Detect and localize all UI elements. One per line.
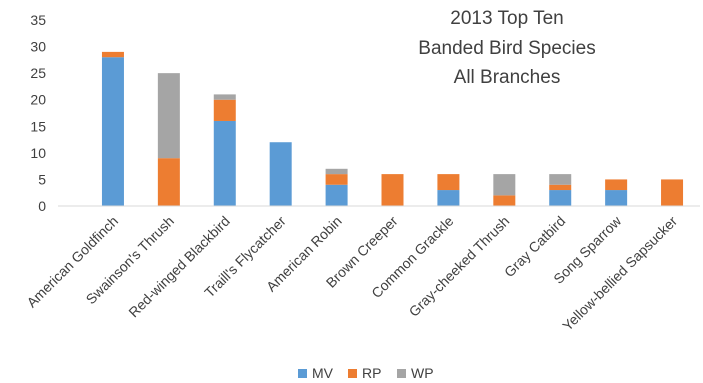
y-tick-label: 10 xyxy=(30,145,46,161)
x-tick-label: American Goldfinch xyxy=(23,213,121,311)
legend: MV RP WP xyxy=(298,365,434,381)
bar-mv-3 xyxy=(213,120,236,206)
bar-rp-8 xyxy=(493,195,516,206)
bar-rp-2 xyxy=(157,158,180,206)
x-tick-label: Red-winged Blackbird xyxy=(125,213,233,321)
x-tick-label: Yellow-bellied Sapsucker xyxy=(559,213,680,334)
legend-swatch-rp xyxy=(348,369,357,378)
chart-title-line-3: All Branches xyxy=(454,67,561,88)
legend-swatch-wp xyxy=(397,369,406,378)
bar-wp-8 xyxy=(493,174,516,196)
bar-mv-1 xyxy=(101,57,124,207)
legend-label-wp: WP xyxy=(411,365,434,381)
bar-rp-6 xyxy=(381,174,404,206)
y-tick-label: 30 xyxy=(30,39,46,55)
bar-rp-5 xyxy=(325,174,348,185)
bar-wp-2 xyxy=(157,73,180,159)
bar-rp-7 xyxy=(437,174,460,191)
bar-wp-3 xyxy=(213,94,236,100)
y-tick-label: 15 xyxy=(30,118,46,134)
chart-title-line-2: Banded Bird Species xyxy=(418,38,595,59)
bar-rp-1 xyxy=(101,51,124,58)
bar-mv-9 xyxy=(549,190,572,206)
y-tick-label: 35 xyxy=(30,12,46,28)
chart-title-line-1: 2013 Top Ten xyxy=(450,8,563,29)
y-tick-label: 25 xyxy=(30,65,46,81)
bar-rp-11 xyxy=(661,179,684,206)
bar-wp-5 xyxy=(325,168,348,175)
bar-rp-3 xyxy=(213,99,236,121)
y-tick-label: 20 xyxy=(30,92,46,108)
y-tick-label: 5 xyxy=(38,171,46,187)
bar-rp-9 xyxy=(549,184,572,191)
bar-mv-7 xyxy=(437,190,460,206)
bar-wp-9 xyxy=(549,174,572,185)
x-tick-label: Gray-cheeked Thrush xyxy=(406,213,513,320)
y-tick-label: 0 xyxy=(38,198,46,214)
bar-mv-10 xyxy=(605,190,628,206)
bar-rp-10 xyxy=(605,179,628,191)
chart-title: 2013 Top Ten Banded Bird Species All Bra… xyxy=(418,8,595,88)
y-axis: 0 5 10 15 20 25 30 35 xyxy=(30,12,46,214)
bar-mv-5 xyxy=(325,184,348,206)
legend-label-rp: RP xyxy=(362,365,381,381)
legend-label-mv: MV xyxy=(312,365,334,381)
legend-swatch-mv xyxy=(298,369,307,378)
plot-area xyxy=(101,51,684,207)
bar-mv-4 xyxy=(269,142,292,206)
